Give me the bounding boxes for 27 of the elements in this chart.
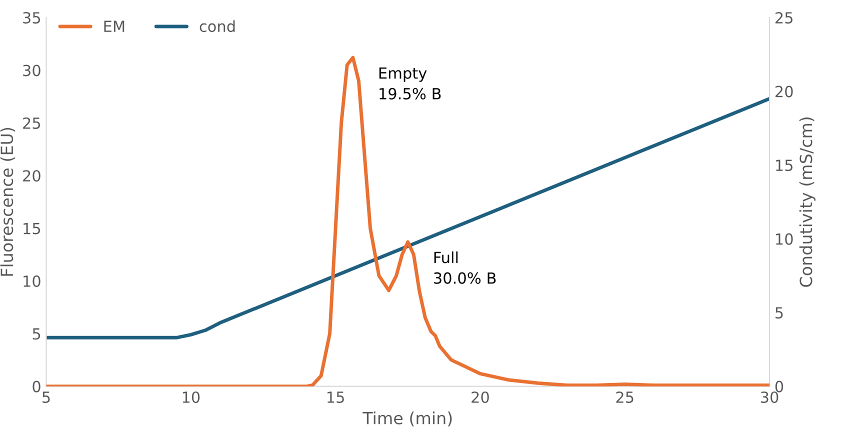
x-tick-label: 25 (616, 391, 634, 404)
annotation: Full 30.0% B (434, 251, 496, 284)
y-tick-label: 35 (23, 12, 40, 24)
x-tick-label: 5 (42, 392, 50, 404)
y2-tick-label: 20 (775, 86, 793, 98)
y2-axis-title: Condutivity (mS/cm) (799, 118, 816, 287)
y2-tick-label: 0 (775, 380, 784, 392)
x-axis-title: Time (min) (362, 412, 452, 426)
y2-tick-label: 15 (776, 160, 792, 172)
y-tick-label: 5 (32, 328, 40, 340)
x-tick-label: 30 (760, 391, 778, 404)
y-tick-label: 10 (24, 275, 40, 287)
y2-tick-label: 10 (776, 233, 793, 245)
y-tick-label: 15 (24, 222, 40, 234)
x-tick-label: 20 (472, 391, 489, 404)
y-tick-label: 25 (23, 117, 40, 129)
legend-label: EM (104, 20, 124, 32)
legend-label: cond (200, 20, 235, 32)
y2-tick-label: 5 (776, 307, 783, 319)
y-tick-label: 0 (32, 380, 40, 392)
annotation: Empty 19.5% B (379, 68, 441, 100)
x-tick-label: 15 (328, 392, 344, 404)
x-tick-label: 10 (182, 391, 200, 404)
y-axis-title: Fluorescence (EU) (0, 128, 16, 276)
y-tick-label: 20 (23, 170, 40, 182)
y-tick-label: 30 (23, 64, 40, 76)
y2-tick-label: 25 (775, 12, 792, 24)
